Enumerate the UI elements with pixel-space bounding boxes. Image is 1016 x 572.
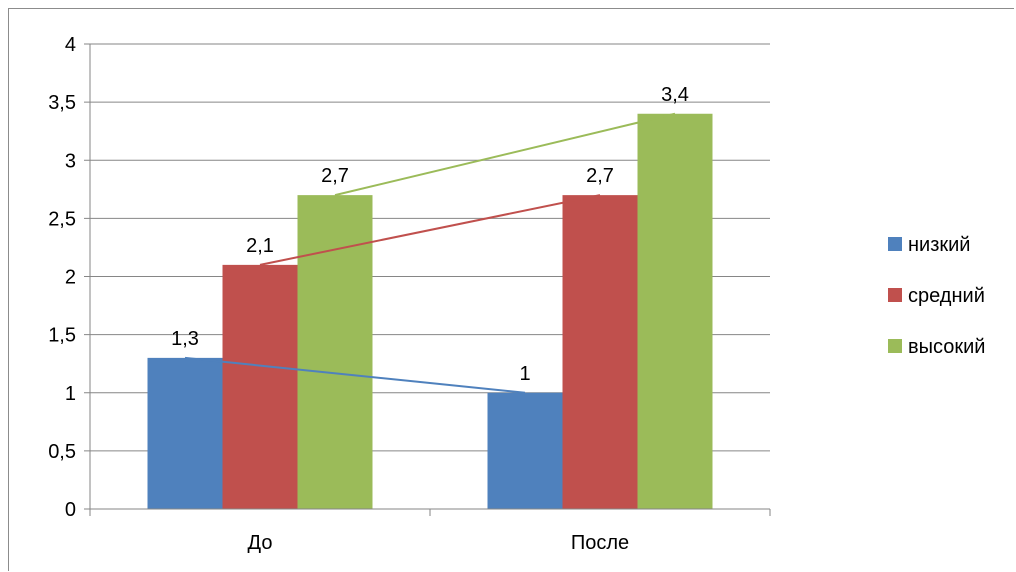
y-tick-label: 3 xyxy=(65,150,76,172)
y-tick-label: 0 xyxy=(65,499,76,521)
trendline-средний xyxy=(259,194,601,266)
data-label: 2,7 xyxy=(321,165,349,187)
bar-средний xyxy=(562,195,638,509)
data-label: 2,1 xyxy=(246,235,274,257)
data-label: 1,3 xyxy=(171,328,199,350)
legend: низкий средний высокий xyxy=(888,234,985,358)
trendline-низкий xyxy=(184,356,526,394)
bar-высокий xyxy=(297,195,373,509)
chart-frame xyxy=(8,8,1014,571)
bars xyxy=(147,113,713,509)
bar-низкий xyxy=(147,357,223,509)
y-tick-label: 3,5 xyxy=(48,92,76,114)
data-label: 1 xyxy=(519,363,530,385)
data-labels: 1,3 2,1 2,7 1 2,7 3,4 xyxy=(171,84,689,385)
y-tick-label: 2 xyxy=(65,267,76,289)
axes: 0 0,5 1 1,5 2 2,5 3 3,5 4 До После xyxy=(48,34,771,554)
legend-swatch xyxy=(888,288,902,302)
legend-label: высокий xyxy=(908,336,985,358)
x-tick-label: После xyxy=(571,532,629,554)
y-tick-label: 1 xyxy=(65,383,76,405)
trendline-высокий xyxy=(334,112,676,197)
bar-высокий xyxy=(637,113,713,509)
legend-swatch xyxy=(888,339,902,353)
y-tick-label: 0,5 xyxy=(48,441,76,463)
data-label: 2,7 xyxy=(586,165,614,187)
legend-swatch xyxy=(888,237,902,251)
y-tick-label: 1,5 xyxy=(48,325,76,347)
bar-средний xyxy=(222,264,298,509)
x-tick-label: До xyxy=(248,532,273,554)
legend-label: низкий xyxy=(908,234,970,256)
trendlines xyxy=(184,112,676,394)
legend-label: средний xyxy=(908,285,985,307)
y-tick-label: 4 xyxy=(65,34,76,56)
bar-низкий xyxy=(487,392,563,509)
data-label: 3,4 xyxy=(661,84,689,106)
y-tick-label: 2,5 xyxy=(48,208,76,230)
